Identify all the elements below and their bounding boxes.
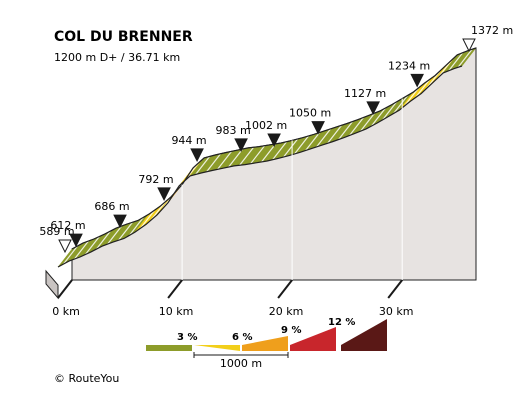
profile-stripe: [272, 141, 288, 161]
chart-title: COL DU BRENNER: [54, 29, 193, 45]
profile-stripe: [195, 156, 211, 175]
profile-stripe: [393, 95, 409, 114]
x-axis-tick-label: 0 km: [52, 305, 80, 318]
waypoint-marker: [311, 121, 325, 135]
profile-stripe: [294, 135, 310, 155]
profile-stripe: [360, 112, 376, 132]
legend-swatch-12: [290, 327, 336, 351]
waypoint-marker: [69, 233, 83, 248]
legend-label-9: 9 %: [281, 325, 301, 336]
profile-stripe: [338, 121, 354, 140]
x-axis-ticks: 0 km 10 km 20 km 30 km: [52, 98, 414, 318]
chart-subtitle: 1200 m D+ / 36.71 km: [54, 51, 180, 64]
waypoint-label: 589 m: [39, 225, 74, 238]
gradient-legend: 3 % 6 % 9 % 12 % 1000 m: [146, 317, 387, 370]
profile-stripe: [151, 201, 166, 220]
waypoint-label: 792 m: [138, 173, 173, 186]
profile-stripe: [457, 48, 473, 68]
legend-swatch-9: [242, 336, 288, 351]
x-axis-tick: [277, 279, 293, 299]
profile-stripe: [206, 153, 222, 173]
x-axis-tick-label: 20 km: [269, 305, 304, 318]
waypoint-label: 686 m: [94, 200, 129, 213]
legend-scale-label: 1000 m: [220, 357, 262, 370]
profile-stripe: [283, 138, 299, 158]
profile-stripe: [140, 209, 155, 229]
waypoint-marker: [366, 101, 380, 116]
waypoint-marker: [157, 187, 171, 202]
waypoint-marker: [462, 38, 476, 53]
waypoint-marker: [113, 214, 127, 229]
profile-stripe: [415, 79, 431, 98]
profile-stripe: [228, 148, 244, 168]
profile-stripe: [305, 132, 321, 151]
waypoint-marker: [234, 138, 248, 152]
legend-label-6: 6 %: [232, 332, 252, 343]
profile-stripe: [129, 216, 144, 236]
profile-front-face: [45, 269, 59, 300]
profile-stripe: [118, 221, 133, 241]
waypoint-label: 1002 m: [245, 119, 287, 132]
profile-stripe: [349, 117, 365, 136]
profile-stripe: [316, 128, 332, 148]
profile-stripe: [261, 143, 277, 163]
legend-swatch-6: [194, 345, 240, 351]
legend-swatch-3: [146, 345, 192, 351]
profile-stripe: [448, 52, 464, 72]
x-axis-tick: [167, 279, 183, 299]
waypoint-label: 1234 m: [388, 59, 430, 72]
profile-stripe: [96, 230, 111, 250]
x-axis-tick: [387, 279, 403, 299]
x-axis-tick: [57, 279, 73, 299]
waypoint-marker: [190, 148, 204, 162]
waypoint-label: 944 m: [171, 134, 206, 147]
waypoint-marker: [58, 239, 72, 254]
profile-stripe: [217, 150, 233, 170]
profile-stripe: [250, 145, 266, 165]
legend-label-3: 3 %: [177, 332, 197, 343]
profile-stripe: [382, 101, 398, 121]
waypoint-marker: [267, 133, 281, 148]
waypoint-label: 612 m: [50, 219, 85, 232]
profile-stripe: [85, 236, 100, 255]
profile-stripe: [63, 245, 78, 265]
x-axis-tick-label: 10 km: [159, 305, 194, 318]
profile-stripe: [327, 124, 343, 144]
waypoint-marker: [410, 73, 424, 88]
copyright-text: © RouteYou: [54, 372, 119, 385]
legend-swatch-15: [341, 319, 387, 351]
profile-area: [45, 47, 477, 300]
waypoint-label: 1372 m: [471, 24, 513, 37]
profile-front-edge: [57, 65, 463, 268]
profile-stripe: [404, 87, 420, 107]
profile-stripe: [239, 146, 255, 166]
waypoint-label: 983 m: [215, 124, 250, 137]
legend-label-12: 12 %: [328, 317, 355, 328]
x-axis-tick-label: 30 km: [379, 305, 414, 318]
profile-stripe: [74, 240, 89, 260]
profile-stripe: [107, 225, 122, 245]
waypoint-label: 1127 m: [344, 87, 386, 100]
waypoint-label: 1050 m: [289, 107, 331, 120]
profile-stripe: [371, 107, 387, 127]
